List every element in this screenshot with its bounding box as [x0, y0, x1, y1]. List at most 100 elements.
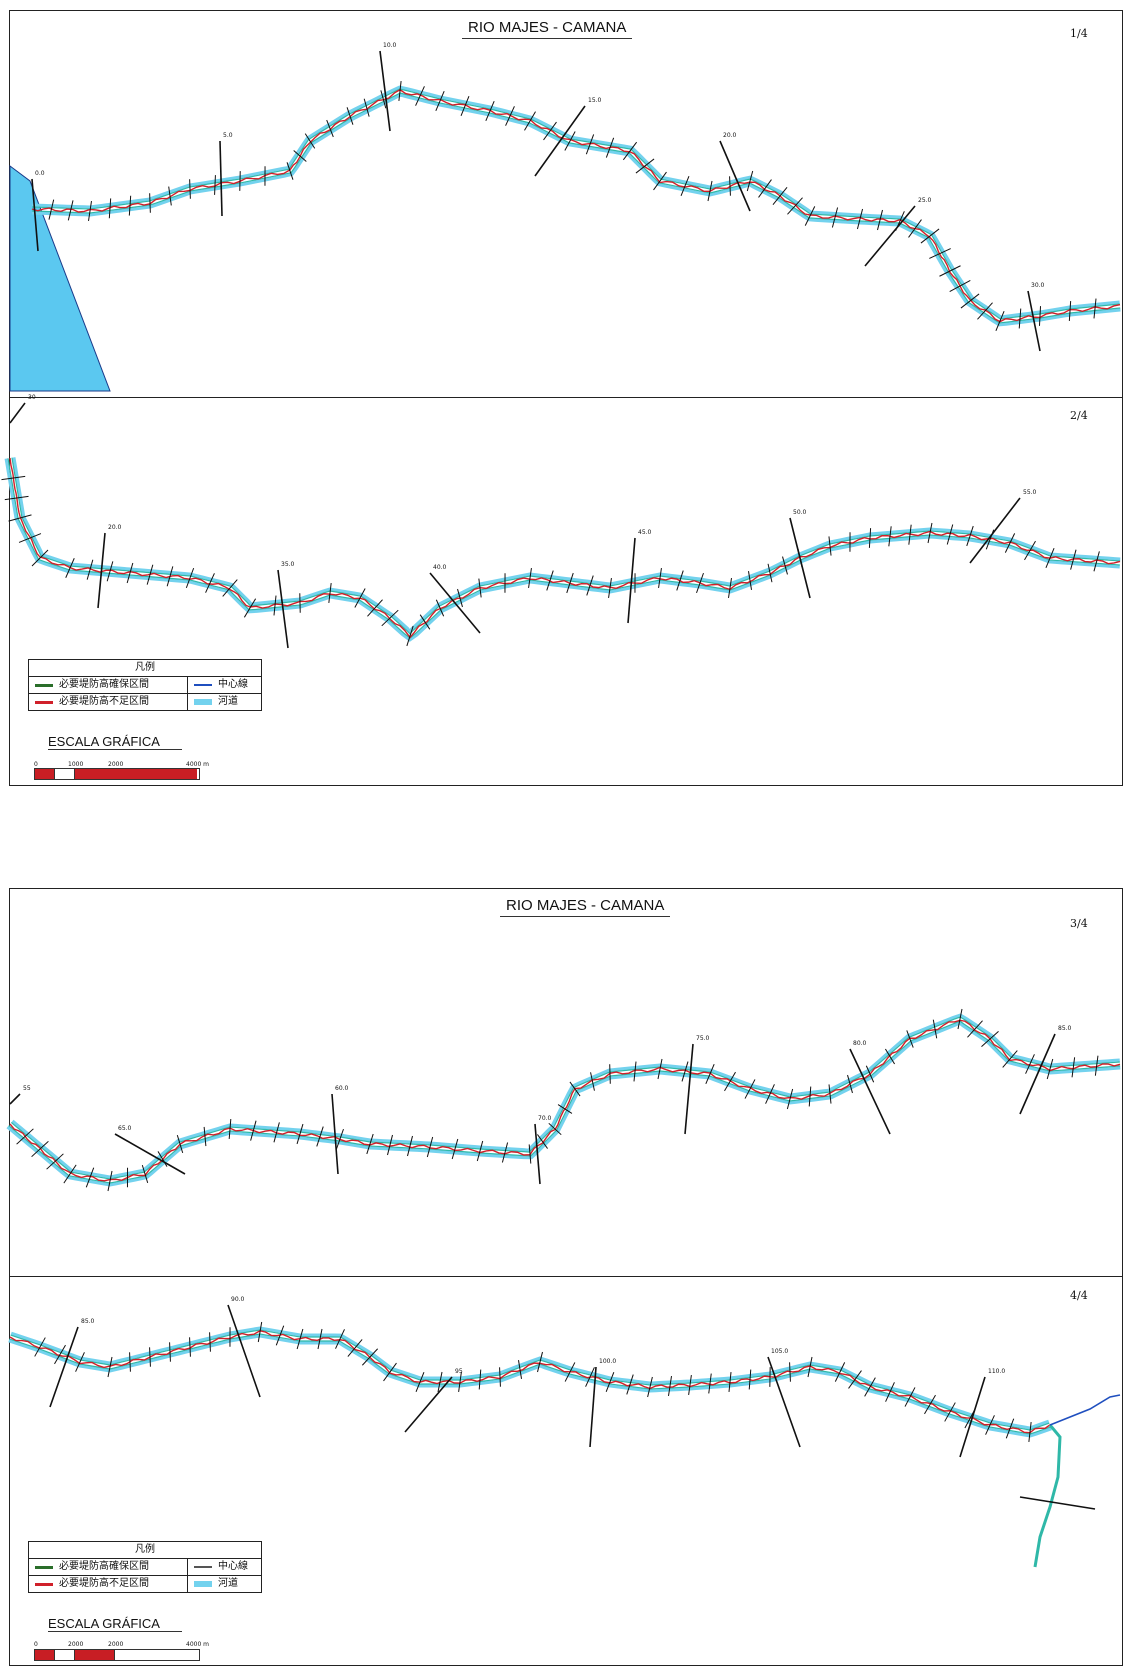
cross-section-tick [205, 573, 215, 593]
cross-section-tick [569, 1081, 581, 1097]
cross-section-tick [54, 1344, 66, 1365]
cross-section-tick [557, 1104, 573, 1114]
cross-section-tick [966, 525, 974, 547]
legend-swatch [35, 683, 53, 687]
cross-section-tick [967, 1020, 983, 1038]
station-label: 20.0 [723, 132, 737, 139]
scale-bar [34, 768, 200, 780]
map-sheet-2: RIO MAJES - CAMANA 3/4 4/4 55 65.0 60.0 70.… [6, 888, 1123, 1666]
cross-section-tick [904, 1387, 916, 1407]
cross-section-tick [1002, 1050, 1018, 1068]
levee-deficient-line [31, 88, 1121, 323]
cross-section-tick [398, 80, 402, 102]
cross-section-tick [293, 150, 307, 162]
cross-section-tick [864, 1377, 876, 1397]
map-title: RIO MAJES - CAMANA [462, 19, 633, 39]
river-channel [1033, 1424, 1062, 1568]
cross-section-tick [209, 1332, 211, 1352]
cross-section-tick [608, 577, 612, 599]
legend-item: 必要堤防高確保区間 [29, 677, 188, 693]
cross-section-tick [605, 1371, 615, 1393]
station-line [404, 1376, 453, 1433]
cross-section-tick [885, 1382, 895, 1402]
station-line [9, 402, 26, 424]
station-line [49, 1326, 79, 1408]
cross-section-tick [1005, 1418, 1015, 1439]
river-bank [6, 1021, 1121, 1187]
cross-section-tick [476, 1140, 484, 1162]
legend-swatch [194, 699, 212, 705]
cross-section-tick [363, 98, 370, 117]
cross-section-tick [65, 558, 75, 578]
cross-section-tick [346, 107, 354, 125]
station-line [684, 1043, 694, 1135]
levee-deficient-line [9, 1330, 1051, 1434]
cross-section-tick [426, 1136, 434, 1158]
cross-section-tick [804, 206, 816, 226]
cross-section-tick [767, 563, 773, 583]
cross-section-tick [336, 1128, 344, 1150]
cross-section-tick [1038, 306, 1042, 326]
cross-section-tick [243, 598, 257, 618]
cross-section-tick [435, 599, 445, 617]
station-line [31, 178, 39, 252]
cross-section-tick [126, 562, 134, 584]
cross-section-tick [782, 556, 788, 575]
cross-section-tick [451, 1138, 459, 1160]
legend: 凡例 必要堤防高確保区間 中心線 必要堤防高不足区間 河道 [28, 659, 262, 711]
cross-section-tick [457, 588, 463, 608]
cross-section-tick [168, 186, 172, 206]
legend: 凡例 必要堤防高確保区間 中心線 必要堤防高不足区間 河道 [28, 1541, 262, 1593]
cross-section-tick [367, 599, 383, 617]
cross-section-tick [485, 101, 495, 121]
legend-label: 必要堤防高確保区間 [59, 679, 149, 690]
cross-section-tick [381, 609, 399, 627]
scale-title: ESCALA GRÁFICA [48, 1616, 182, 1632]
cross-section-tick [585, 1367, 595, 1387]
station-label: 15.0 [588, 97, 602, 104]
river-map-panel-3: 55 65.0 60.0 70.0 75.0 80.0 85.0 [6, 1008, 1121, 1192]
cross-section-tick [724, 1071, 736, 1092]
cross-section-tick [304, 133, 316, 149]
cross-section-tick [18, 533, 42, 543]
cross-section-tick [501, 1142, 509, 1163]
cross-section-tick [273, 1122, 280, 1143]
scale-tick-label: 2000 [108, 1641, 124, 1648]
cross-section-tick [63, 1164, 77, 1184]
station-label: 80.0 [853, 1040, 867, 1047]
cross-section-tick [908, 524, 912, 545]
cross-section-tick [146, 564, 154, 585]
cross-section-tick [633, 1061, 637, 1082]
legend-item: 河道 [188, 1576, 238, 1592]
station-label: 65.0 [118, 1125, 132, 1132]
station-line [1027, 290, 1041, 352]
cross-section-tick [944, 1402, 956, 1422]
cross-section-tick [517, 1360, 523, 1379]
legend-swatch [35, 1582, 53, 1586]
cross-section-tick [884, 1048, 896, 1065]
cross-section-tick [537, 1351, 543, 1373]
cross-section-tick [566, 572, 574, 594]
legend-label: 河道 [218, 696, 238, 707]
station-line [9, 1093, 21, 1105]
legend-swatch [194, 684, 212, 686]
river-channel [10, 1016, 1120, 1180]
cross-section-tick [328, 582, 332, 604]
legend-item: 必要堤防高不足区間 [29, 1576, 188, 1592]
cross-section-tick [169, 1342, 171, 1362]
cross-section-tick [1094, 1055, 1099, 1076]
cross-section-tick [222, 579, 238, 597]
cross-section-tick [1018, 308, 1022, 329]
station-line [789, 517, 811, 599]
station-line [959, 1376, 986, 1458]
cross-section-tick [458, 1371, 462, 1393]
cross-section-tick [296, 1328, 304, 1350]
station-line [534, 105, 586, 177]
cross-section-tick [437, 1371, 443, 1393]
cross-section-tick [828, 1084, 832, 1104]
map-sheet-1: RIO MAJES - CAMANA 1/4 2/4 0.0 5.0 10.0 15.… [1, 10, 1123, 786]
cross-section-tick [590, 1072, 595, 1091]
scale-tick-label: 0 [34, 1641, 38, 1648]
cross-section-tick [808, 1086, 812, 1107]
cross-section-tick [1068, 301, 1072, 321]
